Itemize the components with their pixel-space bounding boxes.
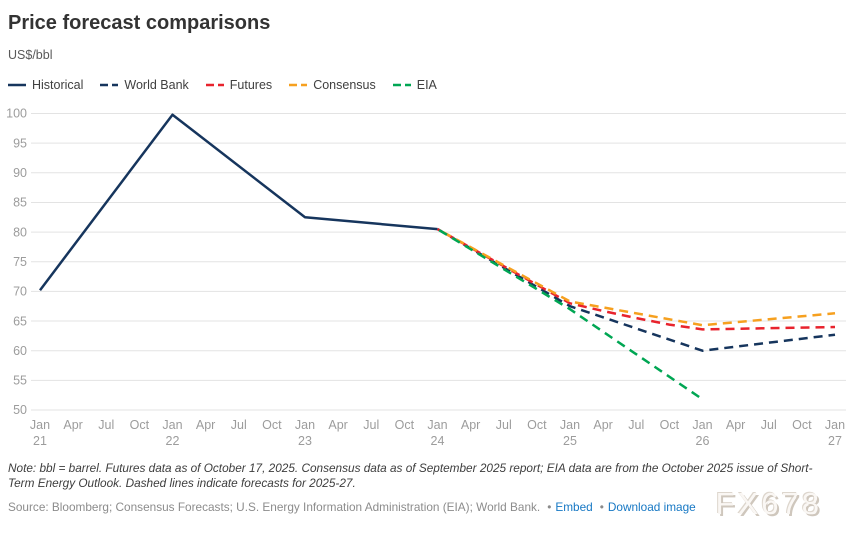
legend-item-historical: Historical	[8, 78, 83, 92]
series-line-futures	[436, 228, 836, 331]
legend-swatch-icon	[205, 83, 224, 87]
y-axis-labels: 50 55 60 65 70 75 80 85 90 95 100	[6, 107, 27, 418]
embed-link[interactable]: Embed	[555, 500, 593, 515]
footnote-line1: Note: bbl = barrel. Futures data as of O…	[8, 461, 813, 475]
svg-text:Jan: Jan	[692, 418, 712, 432]
page-title: Price forecast comparisons	[8, 12, 271, 34]
svg-text:Jan: Jan	[295, 418, 315, 432]
svg-text:Jul: Jul	[231, 418, 247, 432]
legend-label: Futures	[229, 78, 273, 92]
svg-text:Jan: Jan	[162, 418, 182, 432]
svg-text:Apr: Apr	[63, 418, 82, 432]
svg-text:Apr: Apr	[461, 418, 480, 432]
svg-text:80: 80	[13, 225, 27, 239]
svg-text:23: 23	[298, 434, 312, 448]
svg-text:Oct: Oct	[130, 418, 150, 432]
legend-label: World Bank	[124, 78, 189, 92]
svg-text:Jul: Jul	[628, 418, 644, 432]
series-line-world-bank	[436, 228, 836, 352]
chart-footer: Note: bbl = barrel. Futures data as of O…	[8, 461, 840, 514]
svg-text:Oct: Oct	[792, 418, 812, 432]
svg-text:27: 27	[828, 434, 842, 448]
svg-text:25: 25	[563, 434, 577, 448]
svg-text:60: 60	[13, 344, 27, 358]
legend-item-world-bank: World Bank	[100, 78, 189, 92]
svg-text:100: 100	[6, 107, 27, 121]
svg-text:50: 50	[13, 403, 27, 417]
svg-text:24: 24	[431, 434, 445, 448]
svg-text:Oct: Oct	[527, 418, 547, 432]
svg-text:Apr: Apr	[726, 418, 745, 432]
fx678-watermark: FX678	[715, 486, 822, 521]
svg-text:Jul: Jul	[496, 418, 512, 432]
svg-text:Jan: Jan	[825, 418, 845, 432]
x-axis-labels: Jan 21 Apr Jul Oct Jan 22 Apr Jul Oct Jan 23 Apr Jul O…	[30, 418, 845, 448]
svg-text:90: 90	[13, 166, 27, 180]
svg-text:Apr: Apr	[593, 418, 612, 432]
svg-text:Jan: Jan	[30, 418, 50, 432]
legend-swatch-icon	[392, 83, 411, 87]
svg-text:85: 85	[13, 196, 27, 210]
axis-unit-label: US$/bbl	[8, 48, 53, 62]
svg-text:95: 95	[13, 136, 27, 150]
legend-label: EIA	[416, 78, 437, 92]
legend-swatch-icon	[100, 83, 119, 87]
gridlines	[31, 113, 846, 411]
source-text: Source: Bloomberg; Consensus Forecasts; …	[8, 500, 541, 515]
svg-text:26: 26	[696, 434, 710, 448]
download-image-link[interactable]: Download image	[607, 500, 696, 515]
source-line: Source: Bloomberg; Consensus Forecasts; …	[8, 500, 840, 514]
svg-text:Jan: Jan	[560, 418, 580, 432]
legend-swatch-icon	[289, 83, 308, 87]
svg-text:Oct: Oct	[395, 418, 415, 432]
svg-text:Jul: Jul	[761, 418, 777, 432]
svg-text:22: 22	[166, 434, 180, 448]
legend-swatch-icon	[8, 83, 26, 87]
chart-legend: Historical World Bank Futures Consensus EIA	[8, 78, 437, 92]
svg-text:Apr: Apr	[328, 418, 347, 432]
svg-text:Jul: Jul	[363, 418, 379, 432]
svg-text:21: 21	[33, 434, 47, 448]
svg-text:Oct: Oct	[660, 418, 680, 432]
footnote: Note: bbl = barrel. Futures data as of O…	[8, 461, 840, 491]
svg-text:70: 70	[13, 285, 27, 299]
series-line-historical	[39, 113, 438, 291]
legend-item-consensus: Consensus	[289, 78, 376, 92]
bullet-separator: •	[599, 500, 604, 515]
legend-item-eia: EIA	[392, 78, 437, 92]
svg-text:Apr: Apr	[196, 418, 215, 432]
svg-text:75: 75	[13, 255, 27, 269]
legend-label: Historical	[32, 78, 84, 92]
series-line-consensus	[436, 228, 836, 327]
svg-text:65: 65	[13, 314, 27, 328]
legend-item-futures: Futures	[205, 78, 273, 92]
svg-text:Oct: Oct	[262, 418, 282, 432]
series-line-eia	[436, 228, 704, 401]
footnote-line2: Term Energy Outlook. Dashed lines indica…	[8, 476, 356, 491]
svg-text:Jul: Jul	[98, 418, 114, 432]
legend-label: Consensus	[313, 78, 376, 92]
bullet-separator: •	[547, 500, 552, 515]
svg-text:Jan: Jan	[427, 418, 447, 432]
svg-text:55: 55	[13, 374, 27, 388]
